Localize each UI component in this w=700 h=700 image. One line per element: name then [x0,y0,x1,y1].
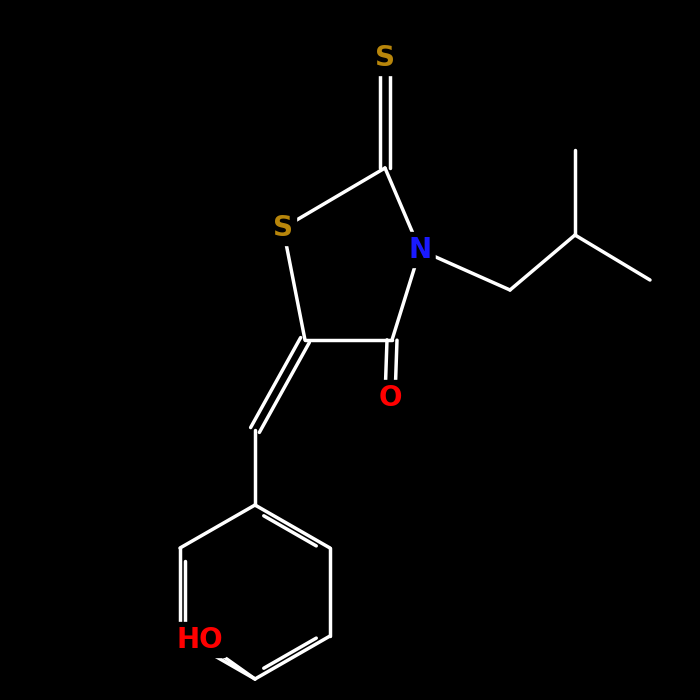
Text: HO: HO [176,626,223,654]
Text: S: S [273,214,293,242]
Text: O: O [378,384,402,412]
Text: N: N [408,236,432,264]
Text: S: S [375,44,395,72]
